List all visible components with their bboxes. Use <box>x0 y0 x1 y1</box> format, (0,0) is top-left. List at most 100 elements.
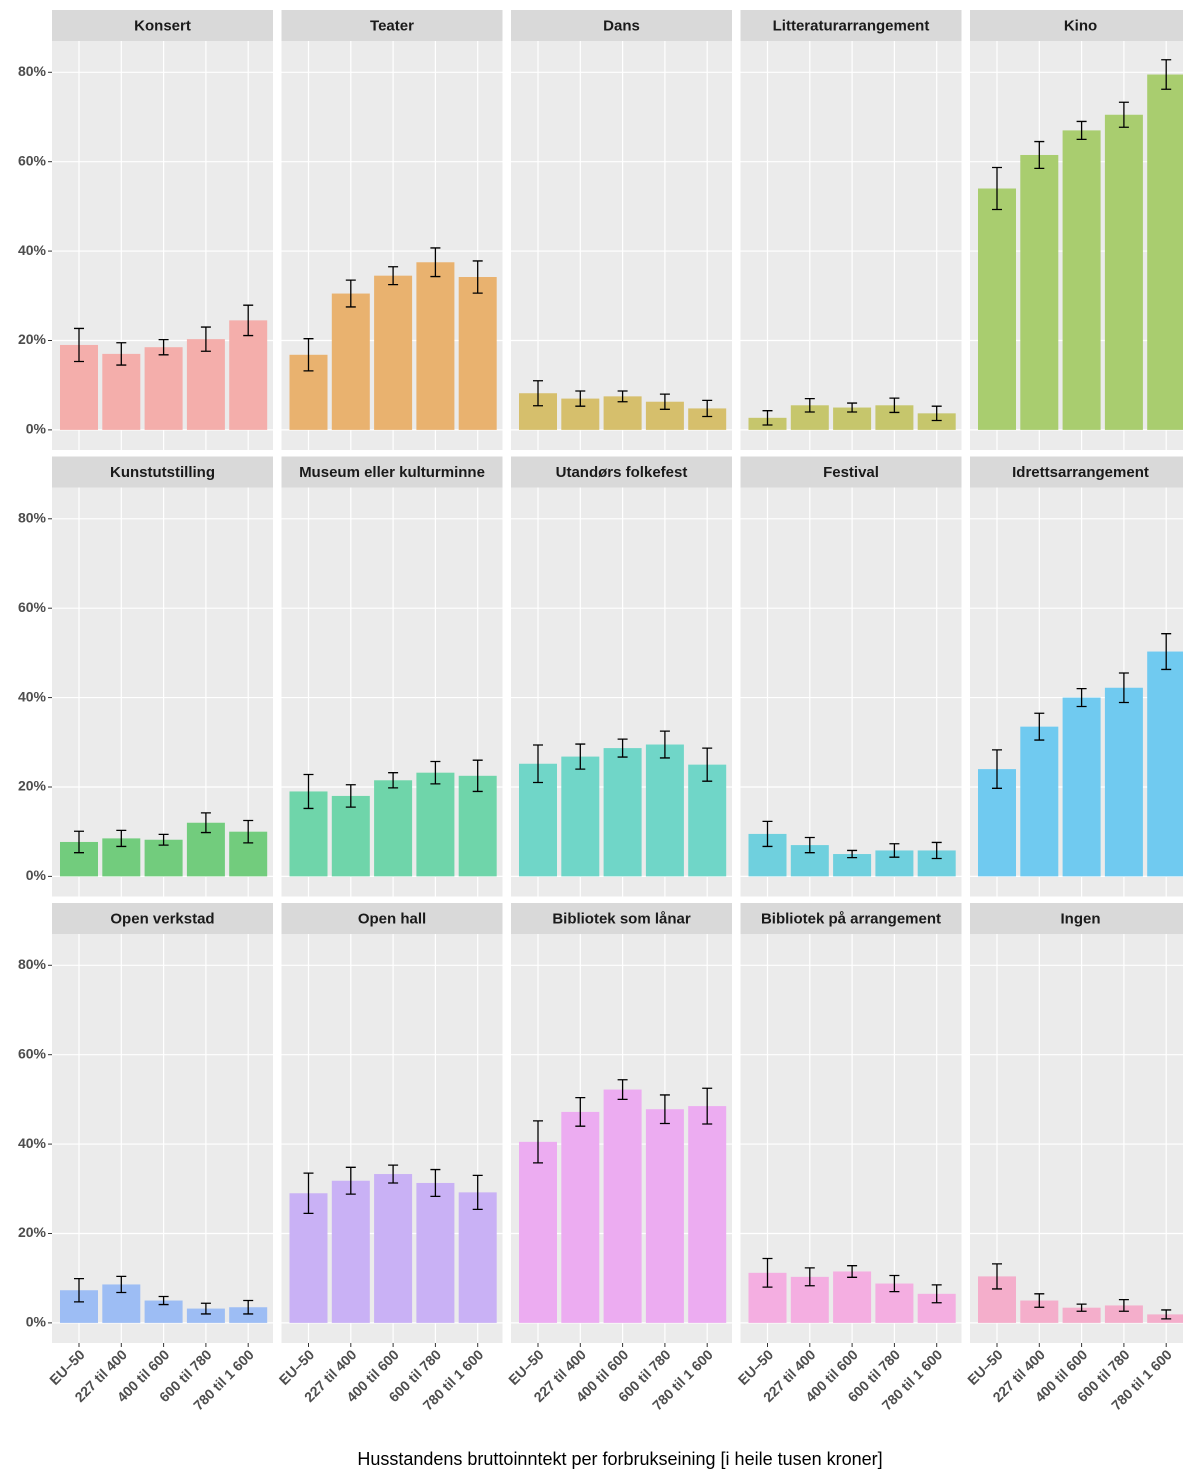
error-bar <box>1161 633 1172 671</box>
error-bar <box>472 1174 483 1210</box>
error-bar <box>889 843 900 858</box>
facet-panel: Festival <box>740 456 962 897</box>
error-bar <box>1161 59 1172 90</box>
bar <box>458 775 497 877</box>
strip-background <box>970 456 1183 488</box>
error-bar <box>847 1265 858 1278</box>
bar <box>519 1141 557 1323</box>
error-bar <box>303 1172 314 1215</box>
strip-background <box>281 10 503 41</box>
error-bar <box>617 738 628 758</box>
strip-title: Utandørs folkefest <box>556 464 688 481</box>
error-bar <box>702 1087 713 1125</box>
bar <box>229 1307 268 1323</box>
x-axis-title: Husstandens bruttoinntekt per forbruksei… <box>357 1449 882 1469</box>
bar <box>374 780 413 877</box>
facet-panel: Dans <box>511 10 732 450</box>
error-bar <box>430 247 441 278</box>
error-bar <box>200 326 211 352</box>
panel-background <box>970 934 1183 1343</box>
error-bar <box>804 1267 815 1287</box>
bar <box>645 1109 684 1323</box>
strip-background <box>740 456 962 488</box>
bar <box>645 744 684 877</box>
bar <box>331 293 370 430</box>
error-bar <box>1118 672 1129 704</box>
error-bar <box>472 260 483 294</box>
strip-background <box>52 10 273 41</box>
bar <box>1020 154 1059 430</box>
bar <box>603 748 642 877</box>
bar <box>688 1106 727 1323</box>
facet-panel: Idrettsarrangement <box>970 456 1183 897</box>
strip-background <box>740 903 962 934</box>
bar <box>416 1182 455 1323</box>
error-bar <box>804 836 815 854</box>
facet-panel: Ingen <box>970 903 1183 1343</box>
bar <box>229 320 268 430</box>
y-tick-label: 20% <box>18 778 47 794</box>
error-bar <box>533 380 543 407</box>
error-bar <box>345 1166 356 1195</box>
error-bar <box>388 266 399 286</box>
bar <box>144 1300 183 1323</box>
facet-panel: Open hall <box>281 903 503 1343</box>
y-tick-label: 60% <box>18 599 47 615</box>
strip-title: Museum eller kulturminne <box>299 464 485 481</box>
error-bar <box>659 1094 670 1125</box>
error-bar <box>74 830 84 854</box>
error-bar <box>659 393 670 410</box>
bar <box>561 1111 600 1323</box>
strip-title: Open verkstad <box>110 910 214 927</box>
bar <box>458 1192 497 1323</box>
y-tick-label: 0% <box>26 867 47 883</box>
error-bar <box>762 410 773 426</box>
facet-panel: Kino <box>970 10 1183 450</box>
facet-panel: Bibliotek som lånar <box>511 903 732 1343</box>
strip-background <box>740 10 962 41</box>
error-bar <box>533 1120 543 1164</box>
error-bar <box>158 1295 169 1306</box>
error-bar <box>472 759 483 793</box>
error-bar <box>931 405 942 422</box>
error-bar <box>388 772 399 789</box>
error-bar <box>74 327 84 363</box>
error-bar <box>116 342 127 366</box>
bar <box>688 408 727 430</box>
y-tick-label: 60% <box>18 152 47 168</box>
y-tick-label: 0% <box>26 1314 47 1330</box>
x-tick-label: EU–50 <box>46 1346 88 1388</box>
strip-title: Bibliotek som lånar <box>552 910 691 927</box>
strip-title: Kino <box>1064 17 1097 34</box>
error-bar <box>243 304 254 337</box>
error-bar <box>243 1299 254 1315</box>
bar <box>917 413 956 430</box>
y-tick-label: 40% <box>18 1135 47 1151</box>
error-bar <box>303 773 314 810</box>
error-bar <box>1118 101 1129 128</box>
bar <box>1147 74 1183 430</box>
facet-panel: Museum eller kulturminne <box>281 456 503 897</box>
bar <box>833 854 872 877</box>
error-bar <box>931 1284 942 1304</box>
strip-background <box>281 903 503 934</box>
error-bar <box>847 402 858 413</box>
strip-title: Idrettsarrangement <box>1012 464 1149 481</box>
error-bar <box>345 279 356 308</box>
error-bar <box>1076 687 1087 708</box>
bar <box>1020 1300 1059 1323</box>
strip-title: Kunstutstilling <box>110 464 215 481</box>
error-bar <box>575 743 586 770</box>
strip-background <box>52 456 273 488</box>
facet-panel: Utandørs folkefest <box>511 456 732 897</box>
bar <box>331 795 370 877</box>
strip-background <box>970 903 1183 934</box>
y-tick-label: 20% <box>18 331 47 347</box>
y-tick-label: 80% <box>18 63 47 79</box>
strip-title: Ingen <box>1061 910 1101 927</box>
error-bar <box>1034 712 1045 741</box>
bar <box>1020 726 1059 877</box>
error-bar <box>430 760 441 785</box>
error-bar <box>1161 1309 1172 1320</box>
